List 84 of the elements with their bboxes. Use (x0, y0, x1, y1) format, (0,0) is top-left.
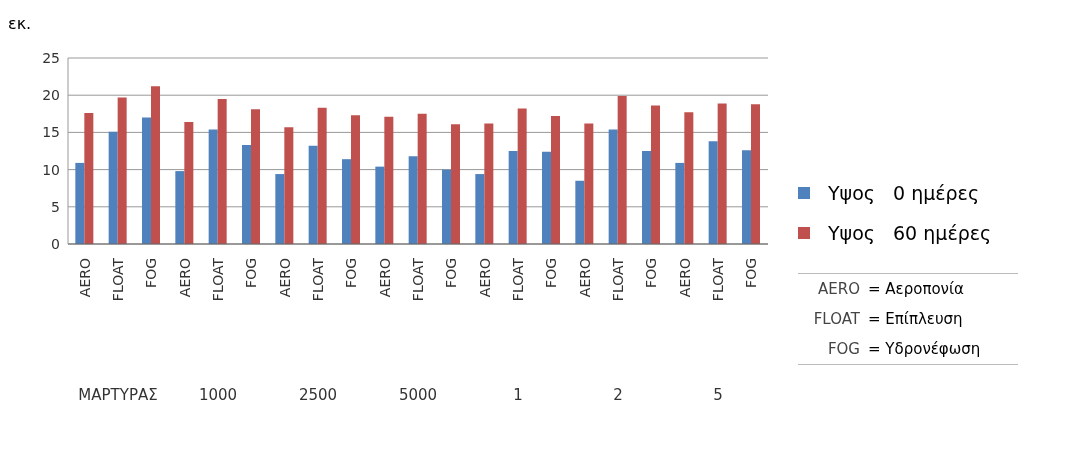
text: 2500 (297, 386, 339, 404)
bar (351, 115, 360, 244)
bar (475, 174, 485, 244)
y-axis-title: εκ. (8, 14, 32, 33)
bar (217, 98, 227, 244)
bar (508, 151, 518, 244)
y-tick-label: 0 (51, 235, 60, 252)
bar (151, 86, 160, 244)
bar (551, 116, 560, 244)
y-tick-label: 10 (42, 161, 60, 178)
bar (142, 117, 151, 244)
bar (84, 113, 94, 244)
bar (651, 105, 660, 244)
bar (75, 162, 85, 244)
bar (242, 145, 251, 244)
x-tick-label: FLOAT (110, 257, 126, 302)
y-tick-label: 20 (42, 87, 60, 104)
x-tick-label: FOG (543, 258, 560, 288)
category-label: FOG (827, 340, 860, 358)
x-tick-label: FLOAT (710, 257, 726, 302)
bar (617, 95, 627, 244)
x-tick-label: AERO (176, 258, 193, 298)
x-tick-label: FOG (743, 258, 760, 288)
text: 1 (512, 386, 524, 404)
bar (308, 145, 318, 244)
text: 5 (712, 386, 724, 404)
x-tick-label: AERO (476, 258, 493, 298)
bar (642, 151, 651, 244)
bar (742, 150, 751, 244)
bar (251, 109, 260, 244)
bar (208, 129, 218, 244)
text: 1000 (197, 386, 239, 404)
x-tick-label: FLOAT (510, 257, 526, 302)
text: = Υδρονέφωση (868, 340, 981, 358)
bar (684, 112, 694, 244)
category-label: FLOAT (813, 310, 860, 328)
bar (275, 174, 285, 244)
bar (284, 127, 294, 244)
x-tick-label: FLOAT (210, 257, 226, 302)
x-tick-label: AERO (76, 258, 93, 298)
bar (751, 104, 760, 244)
y-tick-label: 5 (51, 198, 60, 215)
legend-label: Υψος 60 ημέρες (828, 222, 992, 244)
bar (108, 131, 118, 244)
text: ΜΑΡΤΥΡΑΣ (77, 386, 159, 404)
x-tick-label: FLOAT (310, 257, 326, 302)
x-tick-label: FOG (143, 258, 160, 288)
legend-label: Υψος 0 ημέρες (828, 182, 980, 204)
x-tick-label: FOG (643, 258, 660, 288)
x-tick-label: FLOAT (610, 257, 626, 302)
bar (317, 107, 327, 244)
y-tick-label: 25 (42, 49, 60, 66)
text: 5000 (397, 386, 439, 404)
bar (717, 103, 727, 244)
text: = Επίπλευση (868, 310, 963, 328)
y-tick-label: 15 (42, 124, 60, 141)
x-tick-label: AERO (376, 258, 393, 298)
bar (484, 123, 494, 244)
bar (408, 156, 418, 244)
bar (117, 97, 127, 244)
bar (384, 116, 394, 244)
bar (517, 108, 527, 244)
bar (184, 121, 194, 244)
bar (542, 151, 551, 244)
bar (417, 113, 427, 244)
bar (575, 180, 585, 244)
bar (442, 169, 451, 244)
bar (375, 166, 385, 244)
x-tick-label: AERO (576, 258, 593, 298)
bar (175, 171, 185, 244)
bar (708, 141, 718, 244)
bar (451, 124, 460, 244)
x-tick-label: FOG (343, 258, 360, 288)
bar (342, 159, 351, 244)
bar (608, 129, 618, 244)
x-tick-label: AERO (676, 258, 693, 298)
x-tick-label: FOG (443, 258, 460, 288)
bar (584, 123, 594, 244)
x-tick-label: FLOAT (410, 257, 426, 302)
text: = Αεροπονία (868, 280, 964, 298)
text: 2 (612, 386, 624, 404)
x-tick-label: AERO (276, 258, 293, 298)
bar (675, 162, 685, 244)
x-tick-label: FOG (243, 258, 260, 288)
